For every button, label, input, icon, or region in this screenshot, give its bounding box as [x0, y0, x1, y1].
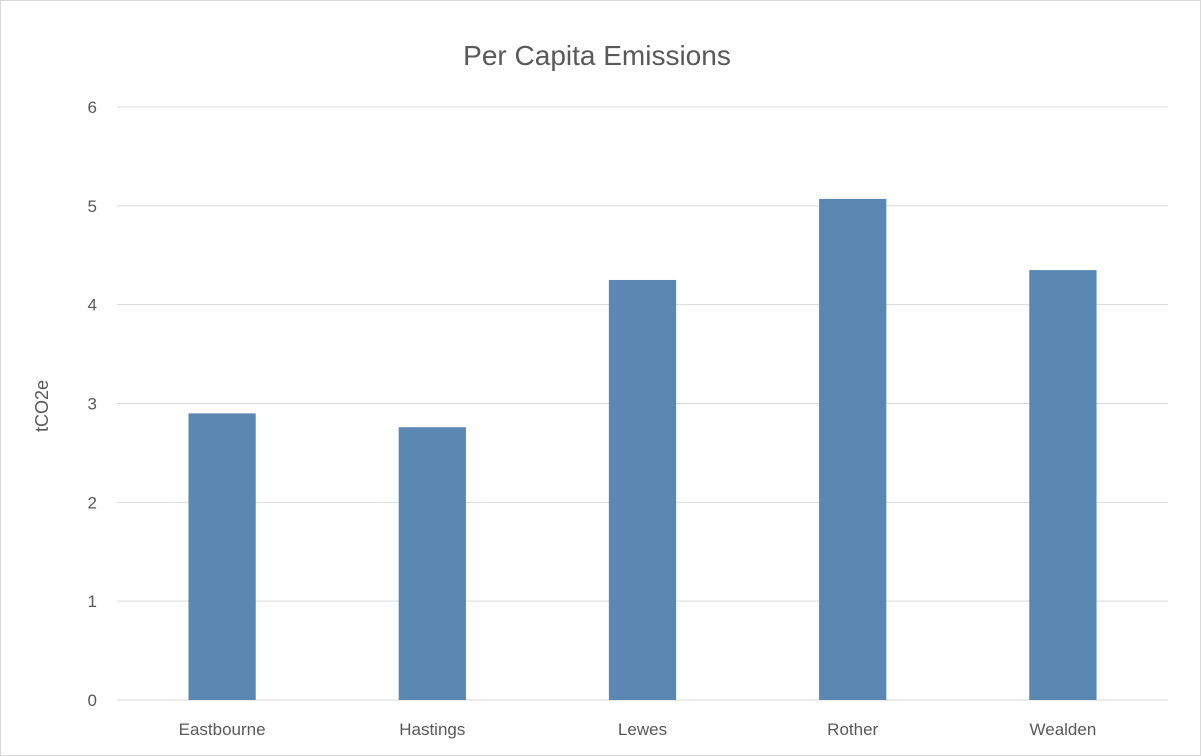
x-tick-label: Wealden [1030, 720, 1097, 739]
y-tick-label: 1 [88, 592, 97, 611]
y-axis-title: tCO2e [32, 380, 52, 432]
x-tick-label: Hastings [399, 720, 465, 739]
bar-rother [819, 198, 887, 701]
x-tick-label: Lewes [618, 720, 667, 739]
x-tick-label: Rother [827, 720, 878, 739]
bar-eastbourne [188, 413, 256, 700]
y-tick-label: 3 [88, 395, 97, 414]
y-tick-label: 6 [88, 98, 97, 117]
bars [188, 198, 1097, 701]
y-tick-label: 2 [88, 493, 97, 512]
y-axis-ticks: 0 1 2 3 4 5 6 [88, 98, 97, 710]
y-tick-label: 0 [88, 691, 97, 710]
bar-wealden [1029, 270, 1097, 700]
y-tick-label: 5 [88, 197, 97, 216]
bar-lewes [608, 279, 677, 700]
x-tick-label: Eastbourne [179, 720, 266, 739]
bar-hastings [398, 427, 466, 700]
chart-title: Per Capita Emissions [463, 40, 731, 71]
x-axis-ticks: Eastbourne Hastings Lewes Rother Wealden [179, 720, 1097, 739]
y-tick-label: 4 [88, 296, 97, 315]
